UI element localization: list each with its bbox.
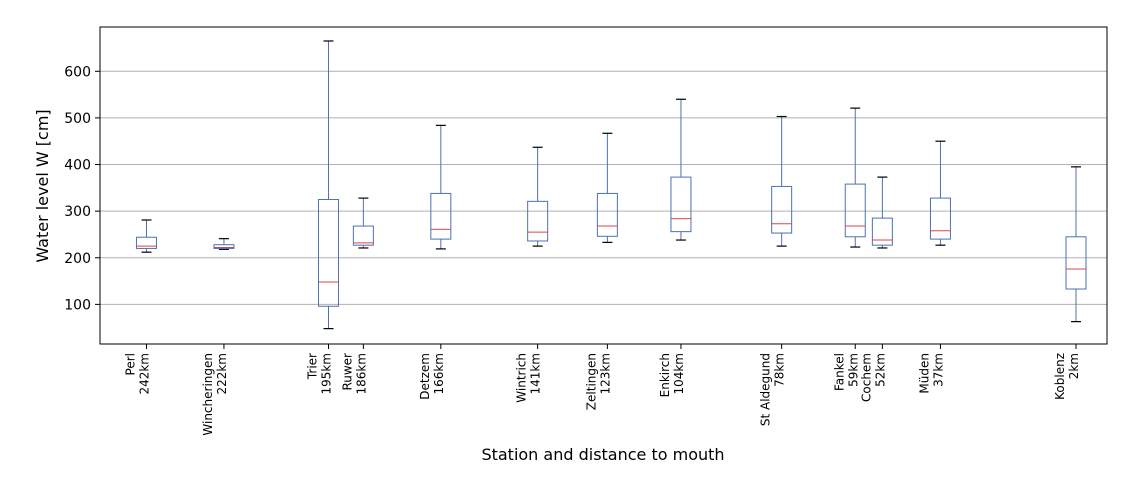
iqr-box bbox=[771, 185, 793, 234]
x-tick-label: Ruwer186km bbox=[340, 353, 368, 395]
box-station-zeltingen bbox=[596, 132, 618, 243]
x-tick-station-name: Detzem bbox=[418, 353, 432, 400]
x-tick-station-name: Cochem bbox=[859, 353, 873, 402]
x-tick-station-name: Trier bbox=[306, 353, 320, 380]
box-station-koblenz bbox=[1065, 166, 1087, 323]
box-station-perl bbox=[135, 219, 157, 253]
x-tick-distance: 222km bbox=[215, 353, 229, 395]
iqr-box bbox=[213, 244, 235, 249]
x-tick-distance: 123km bbox=[598, 353, 612, 395]
iqr-box bbox=[352, 225, 374, 246]
box-station-trier bbox=[318, 40, 340, 330]
x-tick-label: Enkirch104km bbox=[658, 353, 686, 397]
box-station-st-aldegund bbox=[771, 115, 793, 247]
x-tick-distance: 52km bbox=[873, 353, 887, 387]
x-tick-distance: 141km bbox=[529, 353, 543, 395]
box-station-fankel bbox=[844, 107, 866, 248]
box-station-enkirch bbox=[670, 98, 692, 241]
box-station-wincheringen bbox=[213, 238, 235, 250]
y-tick-label: 200 bbox=[64, 251, 91, 267]
y-tick-label: 600 bbox=[64, 64, 91, 80]
x-axis-title: Station and distance to mouth bbox=[481, 445, 724, 464]
x-tick-station-name: Müden bbox=[917, 353, 931, 394]
x-tick-station-name: Fankel bbox=[832, 353, 846, 391]
iqr-box bbox=[527, 200, 549, 242]
box-station-detzem bbox=[430, 124, 452, 250]
x-tick-station-name: Koblenz bbox=[1053, 353, 1067, 400]
x-tick-label: Trier195km bbox=[306, 353, 334, 395]
box-station-müden bbox=[929, 140, 951, 246]
x-tick-station-name: Zeltingen bbox=[584, 353, 598, 410]
iqr-box bbox=[670, 176, 692, 233]
x-tick-label: Fankel59km bbox=[832, 353, 860, 391]
y-tick-label: 300 bbox=[64, 204, 91, 220]
x-tick-distance: 195km bbox=[320, 353, 334, 395]
iqr-box bbox=[1065, 236, 1087, 290]
x-tick-distance: 242km bbox=[137, 353, 151, 395]
x-tick-label: Wincheringen222km bbox=[201, 353, 229, 436]
iqr-box bbox=[318, 198, 340, 307]
grid-layer bbox=[100, 70, 1107, 305]
box-station-wintrich bbox=[527, 146, 549, 247]
x-tick-label: Perl242km bbox=[123, 353, 151, 395]
y-axis-title: Water level W [cm] bbox=[33, 109, 52, 262]
x-tick-station-name: St Aldegund bbox=[759, 353, 773, 426]
x-tick-distance: 37km bbox=[931, 353, 945, 387]
x-tick-station-name: Wintrich bbox=[515, 353, 529, 403]
x-tick-label: St Aldegund78km bbox=[759, 353, 787, 426]
iqr-box bbox=[430, 192, 452, 240]
x-tick-label: Cochem52km bbox=[859, 353, 887, 402]
plot-frame bbox=[99, 26, 1108, 345]
box-station-ruwer bbox=[352, 197, 374, 249]
y-tick-label: 100 bbox=[64, 297, 91, 313]
x-ticks: Perl242km Wincheringen222km Trier195km Ruwe… bbox=[123, 344, 1081, 436]
x-tick-label: Koblenz2km bbox=[1053, 353, 1081, 400]
x-tick-distance: 186km bbox=[354, 353, 368, 395]
x-tick-label: Detzem166km bbox=[418, 353, 446, 400]
x-tick-label: Müden37km bbox=[917, 353, 945, 394]
x-tick-station-name: Enkirch bbox=[658, 353, 672, 397]
x-tick-label: Wintrich141km bbox=[515, 353, 543, 403]
x-tick-station-name: Wincheringen bbox=[201, 353, 215, 436]
box-station-cochem bbox=[871, 176, 893, 249]
x-tick-station-name: Perl bbox=[123, 353, 137, 375]
x-tick-distance: 166km bbox=[432, 353, 446, 395]
y-tick-label: 400 bbox=[64, 158, 91, 174]
iqr-box bbox=[871, 217, 893, 246]
x-tick-label: Zeltingen123km bbox=[584, 353, 612, 410]
x-tick-distance: 2km bbox=[1067, 353, 1081, 379]
x-tick-distance: 78km bbox=[773, 353, 787, 387]
iqr-box bbox=[596, 192, 618, 237]
x-tick-station-name: Ruwer bbox=[340, 353, 354, 391]
iqr-box bbox=[135, 236, 157, 249]
box-layer bbox=[135, 40, 1087, 330]
y-ticks: 100 200 300 400 500 600 bbox=[64, 64, 100, 313]
y-tick-label: 500 bbox=[64, 111, 91, 127]
x-tick-distance: 104km bbox=[672, 353, 686, 395]
x-tick-distance: 59km bbox=[846, 353, 860, 387]
iqr-box bbox=[929, 197, 951, 240]
iqr-box bbox=[844, 183, 866, 238]
